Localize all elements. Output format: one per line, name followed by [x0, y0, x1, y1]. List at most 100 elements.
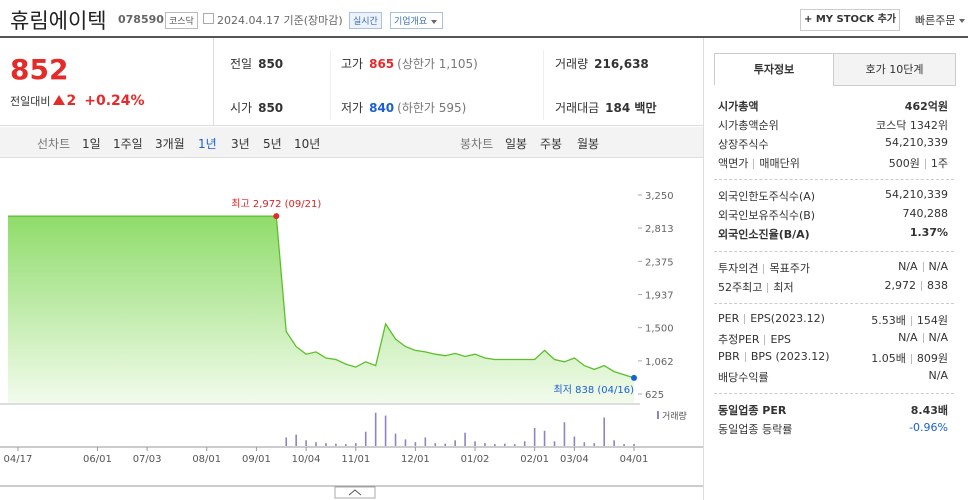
price-chart: 3,250 2,813 2,375 1,937 1,500 1,062 625 최고 2,97… [0, 191, 703, 499]
info-row: 외국인보유주식수(B) 740,288 [718, 205, 948, 223]
row-value: 1.37% [909, 226, 948, 239]
row-values: 8.43배 [911, 402, 948, 418]
separator [922, 262, 924, 272]
volume-bar [434, 443, 437, 446]
high-label: 최고 2,972 (09/21) [231, 198, 321, 210]
separator [744, 352, 746, 362]
calendar-icon [203, 13, 214, 24]
info-row: 동일업종 PER 8.43배 [718, 400, 948, 418]
tab-active[interactable]: 투자정보 [714, 53, 834, 85]
y-tick-label: 1,500 [645, 324, 674, 335]
info-row: 시가총액 462억원 [718, 96, 948, 114]
row-label: 상장주식수 [718, 138, 769, 151]
volume-bar [543, 430, 546, 446]
header-divider [0, 36, 968, 38]
volume-bar [553, 441, 556, 446]
cell-value: 184 백만 [605, 101, 657, 115]
period-item[interactable]: 일봉 [505, 137, 528, 151]
period-item[interactable]: 5년 [263, 137, 282, 151]
separator [753, 159, 755, 169]
period-item[interactable]: 3개월 [155, 137, 185, 151]
volume-bar [305, 440, 307, 446]
row-label: 외국인보유주식수(B) [718, 209, 816, 222]
row-values: 5.53배 154원 [871, 312, 948, 328]
volume-bar [603, 417, 605, 446]
x-tick-label: 10/04 [292, 454, 321, 465]
separator [924, 159, 926, 169]
period-item[interactable]: 1일 [82, 137, 101, 151]
stock-code: 078590 [118, 13, 164, 26]
row-labels: 추정PER EPS [718, 331, 791, 347]
row-label: 매매단위 [759, 157, 800, 170]
up-arrow [53, 95, 66, 105]
row-label: PER [718, 312, 740, 325]
volume-bar [285, 437, 288, 446]
period-item[interactable]: 1주일 [113, 137, 143, 151]
volume-bar [464, 432, 466, 446]
volume-bar [354, 443, 357, 446]
row-labels: 외국인소진율(B/A) [718, 226, 810, 242]
row-label: 액면가 [718, 157, 749, 170]
company-menu[interactable]: 기업개요 [390, 12, 444, 29]
change-rate: +0.24% [84, 93, 145, 109]
volume-bar [394, 433, 397, 446]
row-value: 154원 [916, 314, 948, 327]
cell-value: 850 [258, 57, 284, 71]
separator [763, 264, 765, 274]
row-value: 740,288 [902, 207, 949, 220]
info-row: PBR BPS (2023.12) 1.05배 809원 [718, 348, 948, 366]
x-tick-label: 11/01 [341, 454, 370, 465]
cell-value: 840 [369, 101, 395, 115]
stock-name: 휴림에이텍 [10, 9, 107, 33]
period-item[interactable]: 월봉 [577, 137, 600, 151]
row-value: 54,210,339 [885, 136, 948, 149]
mystock-button[interactable]: + MY STOCK 추가 [800, 9, 900, 31]
cell-value: 865 [369, 57, 395, 71]
row-value: -0.96% [909, 421, 948, 434]
row-value: N/A [898, 331, 918, 344]
volume-bar [404, 439, 407, 446]
row-label: 투자의견 [718, 262, 759, 275]
period-item[interactable]: 1년 [198, 137, 217, 151]
period-item[interactable]: 3년 [231, 137, 250, 151]
separator [744, 314, 746, 324]
row-values: 2,972 838 [885, 279, 949, 292]
row-labels: 외국인보유주식수(B) [718, 207, 815, 223]
x-tick-label: 06/01 [83, 454, 112, 465]
cell-label: 전일 [230, 57, 253, 71]
volume-legend: 거래량 [662, 410, 687, 422]
dropdown-arrow [431, 19, 438, 24]
volume-bar [523, 441, 526, 446]
x-tick-label: 02/01 [520, 454, 549, 465]
quote-cell: 저가 840 (하한가 595) [341, 99, 466, 116]
cell-label: 저가 [341, 101, 364, 115]
realtime-badge[interactable]: 실시간 [349, 12, 382, 29]
separator [910, 354, 912, 364]
y-tick-label: 1,937 [645, 291, 674, 302]
period-item[interactable]: 주봉 [540, 137, 563, 151]
change-label: 전일대비 [10, 95, 51, 108]
row-labels: PBR BPS (2023.12) [718, 350, 830, 363]
tab[interactable]: 호가 10단계 [833, 53, 956, 86]
separator [910, 316, 912, 326]
quick-order[interactable]: 빠른주문 [915, 12, 966, 28]
volume-bar [494, 444, 496, 446]
row-value: N/A [928, 260, 948, 273]
cell-label: 고가 [341, 57, 364, 71]
y-tick-label: 3,250 [645, 191, 674, 202]
row-label: 동일업종 등락률 [718, 423, 793, 436]
row-label: 외국인소진율(B/A) [718, 228, 810, 241]
price-line [8, 215, 635, 379]
period-item[interactable]: 10년 [294, 137, 321, 151]
row-label: 시가총액순위 [718, 119, 779, 132]
volume-bar [533, 427, 536, 446]
row-labels: 액면가 매매단위 [718, 155, 800, 171]
group-divider [714, 179, 954, 180]
row-values: -0.96% [909, 421, 948, 434]
collapse-button[interactable] [334, 486, 376, 499]
volume-bar [345, 444, 347, 446]
high-marker [273, 213, 280, 220]
period-label: 선차트 [37, 137, 71, 151]
row-values: 740,288 [903, 207, 949, 220]
